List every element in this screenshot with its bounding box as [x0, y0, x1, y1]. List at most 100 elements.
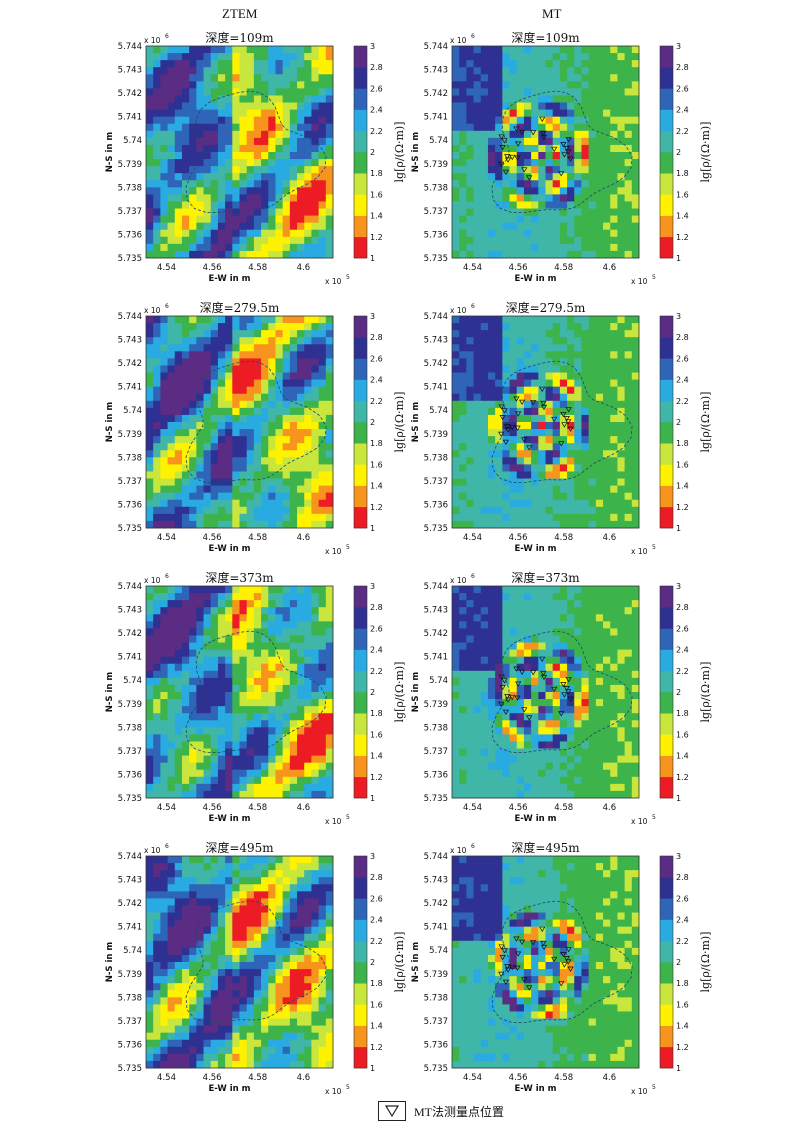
mt-station-marker — [565, 689, 572, 695]
colorbar-segment — [354, 358, 367, 380]
y-exponent: x 10 — [144, 576, 161, 585]
mt-station-marker — [540, 674, 548, 681]
plot-frame — [145, 585, 334, 799]
mt-station-marker — [539, 116, 546, 122]
colorbar-label: lg[ρ/(Ω·m)] — [393, 392, 406, 453]
colorbar-tick-label: 3 — [676, 312, 681, 321]
mt-station-marker — [540, 404, 548, 411]
y-tick-label: 5.739 — [424, 700, 448, 710]
chart-panel-ztem-0: 深度=109m 5.744 5.743 5.742 5.741 5.74 5.739 5.73… — [105, 30, 406, 286]
colorbar-segment — [354, 919, 367, 942]
heatmap-cells — [452, 46, 640, 259]
y-tick-label: 5.741 — [118, 923, 142, 933]
colorbar: 3 2.8 2.6 2.4 2.2 2 1.8 1.6 1.4 1.2 1 lg[ρ/(Ω·m)] — [659, 852, 712, 1073]
plot-frame — [451, 855, 640, 1069]
colorbar-segment — [354, 379, 367, 402]
chart-panel-mt-1: 深度=279.5m 5.744 5.743 5.742 5.741 5.74 5.739 5.… — [411, 300, 712, 556]
colorbar-segment — [354, 962, 367, 984]
colorbar-tick-label: 2.2 — [370, 397, 383, 406]
colorbar-segment — [354, 856, 367, 878]
colorbar-tick-label: 1 — [370, 794, 375, 803]
mt-station-marker — [560, 951, 567, 958]
y-tick-label: 5.739 — [424, 160, 448, 170]
y-tick-label: 5.736 — [424, 1040, 448, 1050]
y-tick-label: 5.738 — [118, 723, 142, 733]
colorbar-label: lg[ρ/(Ω·m)] — [393, 662, 406, 723]
x-exponent: x 10 — [631, 547, 648, 556]
y-tick-label: 5.737 — [424, 477, 448, 487]
mt-station-marker — [567, 696, 574, 702]
colorbar-tick-label: 2.6 — [676, 624, 689, 633]
y-tick-label: 5.736 — [118, 770, 142, 780]
colorbar-label: lg[ρ/(Ω·m)] — [393, 932, 406, 993]
colorbar-tick-label: 2 — [370, 958, 375, 967]
mt-station-marker — [530, 400, 537, 406]
colorbar-tick-label: 2.8 — [370, 333, 383, 342]
chart-title: 深度=279.5m — [200, 300, 280, 315]
chart-title: 深度=109m — [205, 30, 274, 45]
colorbar-segment — [660, 1046, 673, 1069]
chart-title: 深度=373m — [205, 570, 274, 585]
colorbar-tick-label: 1.6 — [676, 730, 689, 739]
colorbar-segment — [660, 400, 673, 423]
mt-station-marker — [513, 126, 520, 132]
colorbar-tick-label: 1.2 — [676, 233, 689, 242]
x-exponent-power: 5 — [346, 544, 350, 551]
y-exponent-power: 6 — [165, 843, 169, 850]
colorbar-tick-label: 1.8 — [676, 169, 689, 178]
boundary-contour — [185, 90, 327, 214]
mt-station-marker — [502, 979, 510, 985]
boundary-contour — [185, 900, 327, 1024]
colorbar-frame — [353, 855, 368, 1069]
mt-station-marker — [502, 439, 510, 445]
colorbar-segment — [354, 400, 367, 423]
mt-station-marker — [521, 437, 528, 443]
mt-station-marker — [567, 156, 574, 162]
colorbar-segment — [660, 358, 673, 380]
colorbar-segment — [354, 422, 367, 444]
colorbar-segment — [660, 109, 673, 132]
y-tick-label: 5.739 — [118, 430, 142, 440]
mt-station-marker — [540, 134, 548, 141]
colorbar-frame — [353, 315, 368, 529]
x-tick-label: 4.54 — [463, 1073, 482, 1083]
colorbar-segment — [354, 173, 367, 195]
x-tick-label: 4.56 — [203, 1073, 222, 1083]
plot-frame — [451, 585, 640, 799]
colorbar-tick-label: 2.8 — [370, 63, 383, 72]
y-tick-label: 5.743 — [118, 876, 142, 886]
colorbar-tick-label: 3 — [370, 312, 375, 321]
colorbar: 3 2.8 2.6 2.4 2.2 2 1.8 1.6 1.4 1.2 1 lg[ρ/(Ω·m)] — [659, 582, 712, 803]
colorbar-tick-label: 2.2 — [676, 127, 689, 136]
colorbar-tick-label: 2.6 — [370, 624, 383, 633]
colorbar-tick-label: 2.4 — [676, 376, 689, 385]
chart-panel-mt-0: 深度=109m 5.744 5.743 5.742 5.741 5.74 5.739 5.73… — [411, 30, 712, 286]
mt-station-marker — [518, 669, 526, 675]
colorbar-segment — [660, 194, 673, 216]
colorbar-frame — [353, 585, 368, 799]
mt-station-marker — [539, 926, 546, 932]
y-tick-label: 5.735 — [424, 524, 448, 534]
colorbar-segment — [660, 919, 673, 942]
colorbar-segment — [354, 607, 367, 629]
mt-station-marker — [515, 951, 522, 957]
colorbar-tick-label: 2.6 — [676, 894, 689, 903]
y-tick-label: 5.739 — [118, 700, 142, 710]
colorbar-segment — [354, 130, 367, 153]
y-exponent: x 10 — [450, 576, 467, 585]
y-tick-label: 5.744 — [424, 582, 448, 592]
y-tick-label: 5.735 — [424, 1064, 448, 1074]
x-exponent: x 10 — [325, 547, 342, 556]
x-tick-label: 4.6 — [297, 533, 311, 543]
x-exponent-power: 5 — [346, 1084, 350, 1091]
colorbar-segment — [660, 1004, 673, 1026]
colorbar-tick-label: 1.2 — [676, 503, 689, 512]
y-tick-label: 5.74 — [429, 946, 448, 956]
colorbar-tick-label: 2 — [370, 148, 375, 157]
y-tick-label: 5.74 — [123, 676, 142, 686]
colorbar-tick-label: 1.2 — [370, 1043, 383, 1052]
colorbar-segment — [354, 940, 367, 963]
y-axis-label: N-S in m — [105, 672, 115, 713]
plot-frame — [451, 315, 640, 529]
y-tick-label: 5.743 — [118, 336, 142, 346]
